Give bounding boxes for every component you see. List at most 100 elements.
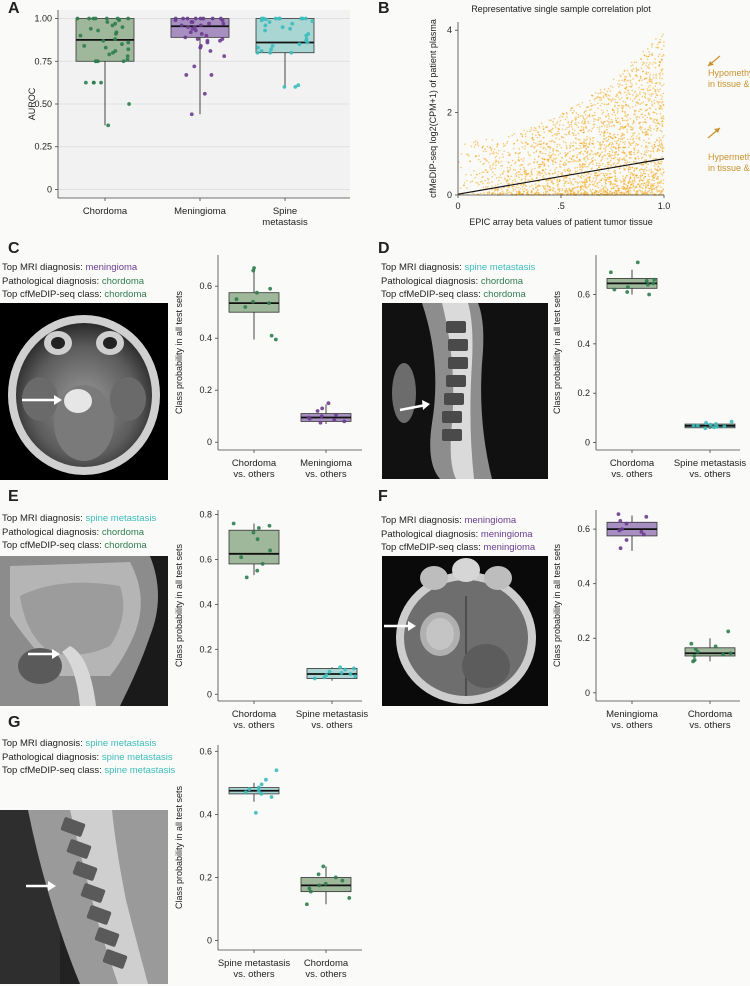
scatter-point <box>599 92 602 95</box>
scatter-point <box>541 176 544 178</box>
scatter-point <box>572 159 575 161</box>
scatter-point <box>511 159 514 162</box>
scatter-point <box>630 157 632 159</box>
scatter-point <box>552 157 555 160</box>
scatter-point <box>636 152 639 154</box>
scatter-point <box>514 173 517 176</box>
data-point <box>625 290 630 294</box>
scatter-point <box>610 157 613 160</box>
scatter-point <box>497 189 499 192</box>
scatter-point <box>646 129 649 131</box>
mri-axial-brain-c <box>8 315 160 475</box>
scatter-point <box>610 165 612 167</box>
y-tick-label: 0.75 <box>34 56 52 66</box>
data-point <box>259 18 264 23</box>
scatter-point <box>649 192 652 194</box>
scatter-point <box>641 70 644 73</box>
scatter-point <box>607 97 609 99</box>
scatter-point <box>614 179 617 182</box>
scatter-point <box>633 173 636 176</box>
scatter-point <box>646 88 649 90</box>
scatter-point <box>584 122 586 124</box>
scatter-point <box>646 151 648 153</box>
scatter-point <box>484 148 486 151</box>
scatter-point <box>624 180 626 182</box>
scatter-point <box>628 153 631 156</box>
scatter-point <box>633 140 636 143</box>
data-point <box>117 18 121 23</box>
y-tick-label: 0.4 <box>199 599 212 609</box>
scatter-point <box>634 181 636 183</box>
scatter-point <box>587 146 590 149</box>
scatter-point <box>656 94 659 96</box>
scatter-point <box>483 162 486 165</box>
scatter-point <box>575 122 577 124</box>
scatter-point <box>610 100 613 103</box>
scatter-point <box>489 146 492 149</box>
scatter-point <box>639 108 642 110</box>
scatter-point <box>606 157 609 160</box>
scatter-point <box>607 87 610 90</box>
scatter-point <box>506 171 509 173</box>
y-tick-label: 0 <box>585 688 590 698</box>
scatter-point <box>631 83 633 86</box>
scatter-point <box>602 95 605 97</box>
scatter-point <box>637 155 639 158</box>
scatter-point <box>650 161 652 164</box>
scatter-point <box>609 176 611 179</box>
scatter-point <box>647 99 650 102</box>
scatter-point <box>592 192 594 194</box>
scatter-point <box>506 142 508 145</box>
scatter-point <box>587 176 590 179</box>
scatter-point <box>556 192 559 195</box>
data-point <box>310 19 315 24</box>
scatter-point <box>623 136 625 139</box>
scatter-point <box>524 177 526 180</box>
scatter-point <box>502 145 505 148</box>
scatter-point <box>580 147 582 149</box>
scatter-point <box>512 168 515 171</box>
scatter-point <box>614 98 616 101</box>
scatter-point <box>572 141 575 144</box>
scatter-point <box>499 157 501 159</box>
annotation-text: Hypomethylated <box>708 68 750 78</box>
scatter-point <box>658 60 661 63</box>
scatter-point <box>629 177 632 179</box>
scatter-point <box>533 161 536 163</box>
scatter-point <box>552 123 555 126</box>
scatter-point <box>618 167 621 170</box>
scatter-point <box>495 177 498 179</box>
scatter-point <box>633 98 636 100</box>
scatter-point <box>570 190 573 192</box>
scatter-point <box>547 154 550 157</box>
scatter-point <box>476 143 479 145</box>
diagnosis-line: Pathological diagnosis: chordoma <box>2 275 147 289</box>
scatter-point <box>617 162 620 164</box>
data-point <box>255 537 260 542</box>
scatter-point <box>507 175 510 178</box>
scatter-point <box>572 134 575 137</box>
scatter-point <box>579 185 582 188</box>
scatter-point <box>653 119 655 121</box>
scatter-point <box>628 146 630 148</box>
scatter-point <box>514 180 517 182</box>
scatter-point <box>617 91 620 94</box>
scatter-point <box>582 117 585 120</box>
scatter-point <box>650 183 652 185</box>
scatter-point <box>533 129 535 132</box>
scatter-point <box>549 129 552 132</box>
scatter-point <box>564 170 567 172</box>
scatter-point <box>658 63 661 66</box>
scatter-point <box>585 178 587 180</box>
scatter-point <box>574 167 576 169</box>
scatter-point <box>654 58 657 61</box>
scatter-point <box>652 184 655 187</box>
scatter-point <box>660 35 663 38</box>
scatter-point <box>539 143 542 146</box>
scatter-point <box>586 151 588 154</box>
scatter-point <box>537 155 540 157</box>
scatter-point <box>618 128 621 131</box>
scatter-point <box>615 120 618 122</box>
scatter-point <box>649 98 651 100</box>
